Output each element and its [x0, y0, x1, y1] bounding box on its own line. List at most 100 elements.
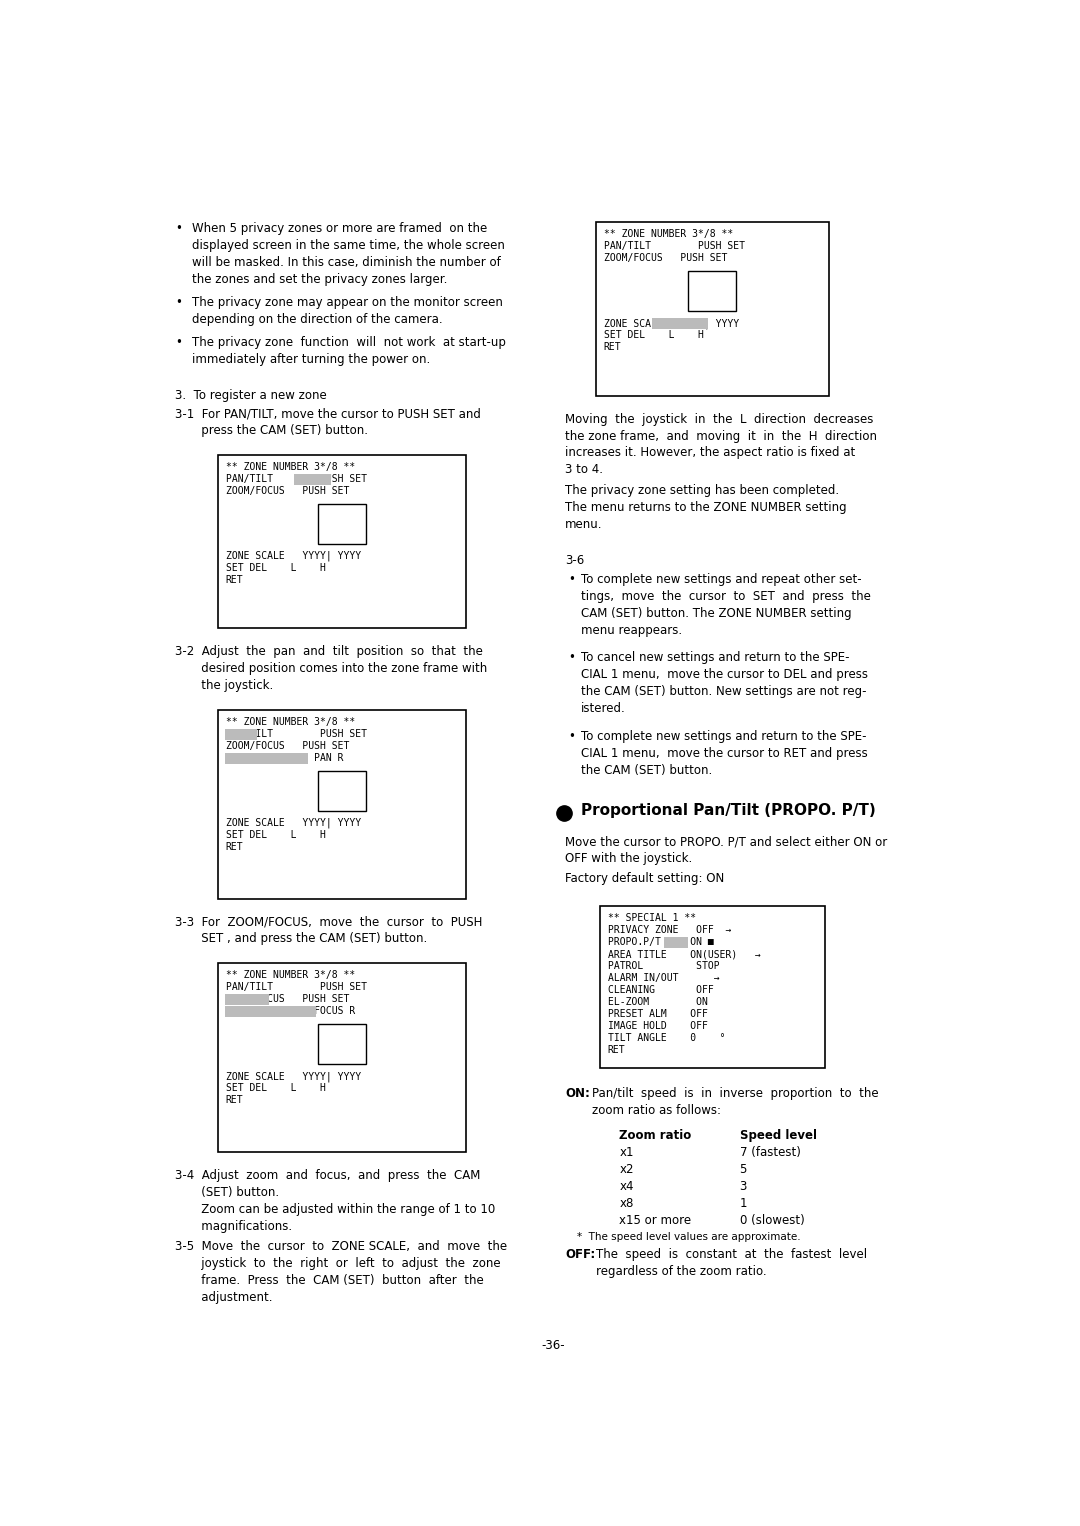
- Text: SET DEL    L    H: SET DEL L H: [226, 563, 325, 572]
- Bar: [218, 963, 465, 1152]
- Text: CAM (SET) button. The ZONE NUMBER setting: CAM (SET) button. The ZONE NUMBER settin…: [581, 607, 851, 620]
- Text: menu.: menu.: [565, 517, 603, 531]
- Text: 3.  To register a new zone: 3. To register a new zone: [175, 389, 327, 403]
- Text: U ZOOM D/L FOCUS R: U ZOOM D/L FOCUS R: [226, 1006, 355, 1016]
- Text: ZONE SCALE   YYYY| YYYY: ZONE SCALE YYYY| YYYY: [604, 319, 739, 328]
- Text: Factory default setting: ON: Factory default setting: ON: [565, 873, 725, 885]
- Text: adjustment.: adjustment.: [175, 1291, 273, 1305]
- Text: Proportional Pan/Tilt (PROPO. P/T): Proportional Pan/Tilt (PROPO. P/T): [581, 803, 876, 818]
- Text: SET DEL    L    H: SET DEL L H: [226, 830, 325, 839]
- Bar: [294, 475, 332, 485]
- Text: ZOOM/FOCUS   PUSH SET: ZOOM/FOCUS PUSH SET: [226, 740, 349, 751]
- Text: the zones and set the privacy zones larger.: the zones and set the privacy zones larg…: [192, 273, 448, 287]
- Text: PRIVACY ZONE   OFF  →: PRIVACY ZONE OFF →: [608, 925, 731, 935]
- Text: desired position comes into the zone frame with: desired position comes into the zone fra…: [175, 662, 487, 674]
- Text: 1: 1: [740, 1196, 747, 1210]
- Text: x15 or more: x15 or more: [619, 1213, 691, 1227]
- Text: ** ZONE NUMBER 3*/8 **: ** ZONE NUMBER 3*/8 **: [226, 462, 355, 472]
- Bar: [225, 1006, 315, 1016]
- Text: ZOOM/FOCUS   PUSH SET: ZOOM/FOCUS PUSH SET: [604, 253, 727, 262]
- Text: PAN/TILT        PUSH SET: PAN/TILT PUSH SET: [226, 729, 367, 739]
- Text: RET: RET: [226, 841, 243, 852]
- Text: joystick  to  the  right  or  left  to  adjust  the  zone: joystick to the right or left to adjust …: [175, 1257, 501, 1270]
- Bar: [652, 319, 707, 330]
- Text: OFF with the joystick.: OFF with the joystick.: [565, 853, 692, 865]
- Text: Move the cursor to PROPO. P/T and select either ON or: Move the cursor to PROPO. P/T and select…: [565, 835, 888, 848]
- Text: menu reappears.: menu reappears.: [581, 624, 681, 636]
- Text: frame.  Press  the  CAM (SET)  button  after  the: frame. Press the CAM (SET) button after …: [175, 1274, 484, 1288]
- Text: The privacy zone may appear on the monitor screen: The privacy zone may appear on the monit…: [192, 296, 503, 310]
- Text: PATROL         STOP: PATROL STOP: [608, 961, 719, 971]
- Text: x8: x8: [619, 1196, 634, 1210]
- Text: RET: RET: [608, 1044, 625, 1054]
- Text: PAN/TILT        PUSH SET: PAN/TILT PUSH SET: [226, 475, 367, 484]
- Text: ZONE SCALE   YYYY| YYYY: ZONE SCALE YYYY| YYYY: [226, 551, 361, 562]
- Text: RET: RET: [226, 1094, 243, 1105]
- Text: *  The speed level values are approximate.: * The speed level values are approximate…: [577, 1231, 800, 1242]
- Text: •: •: [175, 296, 183, 310]
- Text: will be masked. In this case, diminish the number of: will be masked. In this case, diminish t…: [192, 256, 501, 269]
- Text: increases it. However, the aspect ratio is fixed at: increases it. However, the aspect ratio …: [565, 447, 855, 459]
- Bar: [225, 729, 257, 740]
- Text: press the CAM (SET) button.: press the CAM (SET) button.: [175, 424, 368, 438]
- Text: ** ZONE NUMBER 3*/8 **: ** ZONE NUMBER 3*/8 **: [226, 971, 355, 980]
- Text: OFF:: OFF:: [565, 1248, 595, 1260]
- Text: ZONE SCALE   YYYY| YYYY: ZONE SCALE YYYY| YYYY: [226, 818, 361, 829]
- Text: 3-4  Adjust  zoom  and  focus,  and  press  the  CAM: 3-4 Adjust zoom and focus, and press the…: [175, 1169, 481, 1181]
- Bar: [318, 771, 366, 810]
- Text: SET DEL    L    H: SET DEL L H: [226, 1083, 325, 1093]
- Text: 3 to 4.: 3 to 4.: [565, 464, 603, 476]
- Text: PROPO.P/T     ON ■: PROPO.P/T ON ■: [608, 937, 714, 948]
- Text: ALARM IN/OUT      →: ALARM IN/OUT →: [608, 974, 719, 983]
- Text: The privacy zone  function  will  not work  at start-up: The privacy zone function will not work …: [192, 336, 507, 349]
- Text: CIAL 1 menu,  move the cursor to DEL and press: CIAL 1 menu, move the cursor to DEL and …: [581, 668, 867, 682]
- Text: •: •: [568, 572, 575, 586]
- Text: PAN/TILT        PUSH SET: PAN/TILT PUSH SET: [604, 241, 745, 252]
- Text: ZONE SCALE   YYYY| YYYY: ZONE SCALE YYYY| YYYY: [226, 1071, 361, 1082]
- Text: AREA TITLE    ON(USER)   →: AREA TITLE ON(USER) →: [608, 949, 760, 958]
- Text: Speed level: Speed level: [740, 1129, 816, 1141]
- Text: -36-: -36-: [542, 1338, 565, 1352]
- Text: immediately after turning the power on.: immediately after turning the power on.: [192, 354, 431, 366]
- Text: •: •: [568, 729, 575, 743]
- Text: To cancel new settings and return to the SPE-: To cancel new settings and return to the…: [581, 652, 849, 664]
- Text: displayed screen in the same time, the whole screen: displayed screen in the same time, the w…: [192, 240, 505, 252]
- Text: ** SPECIAL 1 **: ** SPECIAL 1 **: [608, 913, 696, 923]
- Text: 5: 5: [740, 1163, 747, 1175]
- Text: x1: x1: [619, 1146, 634, 1158]
- Bar: [663, 937, 688, 948]
- Text: EL-ZOOM        ON: EL-ZOOM ON: [608, 996, 707, 1007]
- Text: PRESET ALM    OFF: PRESET ALM OFF: [608, 1009, 707, 1019]
- Text: The menu returns to the ZONE NUMBER setting: The menu returns to the ZONE NUMBER sett…: [565, 501, 847, 514]
- Text: 7 (fastest): 7 (fastest): [740, 1146, 800, 1158]
- Bar: [218, 455, 465, 629]
- Text: istered.: istered.: [581, 702, 625, 716]
- Text: x4: x4: [619, 1180, 634, 1193]
- Text: 3-3  For  ZOOM/FOCUS,  move  the  cursor  to  PUSH: 3-3 For ZOOM/FOCUS, move the cursor to P…: [175, 916, 483, 928]
- Bar: [600, 906, 825, 1068]
- Bar: [218, 710, 465, 899]
- Text: SET DEL    L    H: SET DEL L H: [604, 330, 704, 340]
- Text: TILT ANGLE    0    °: TILT ANGLE 0 °: [608, 1033, 726, 1042]
- Bar: [596, 223, 828, 395]
- Text: RET: RET: [226, 575, 243, 584]
- Text: CLEANING       OFF: CLEANING OFF: [608, 984, 714, 995]
- Text: ** ZONE NUMBER 3*/8 **: ** ZONE NUMBER 3*/8 **: [604, 229, 733, 240]
- Text: 3-6: 3-6: [565, 554, 584, 568]
- Text: depending on the direction of the camera.: depending on the direction of the camera…: [192, 313, 443, 327]
- Text: •: •: [175, 336, 183, 349]
- Bar: [318, 504, 366, 543]
- Text: x2: x2: [619, 1163, 634, 1175]
- Text: ** ZONE NUMBER 3*/8 **: ** ZONE NUMBER 3*/8 **: [226, 717, 355, 726]
- Text: CIAL 1 menu,  move the cursor to RET and press: CIAL 1 menu, move the cursor to RET and …: [581, 746, 867, 760]
- Bar: [688, 272, 737, 311]
- Text: •: •: [568, 652, 575, 664]
- Text: the zone frame,  and  moving  it  in  the  H  direction: the zone frame, and moving it in the H d…: [565, 429, 877, 443]
- Bar: [318, 1024, 366, 1064]
- Text: PAN/TILT        PUSH SET: PAN/TILT PUSH SET: [226, 983, 367, 992]
- Text: To complete new settings and repeat other set-: To complete new settings and repeat othe…: [581, 572, 861, 586]
- Text: The privacy zone setting has been completed.: The privacy zone setting has been comple…: [565, 484, 839, 497]
- Text: regardless of the zoom ratio.: regardless of the zoom ratio.: [596, 1265, 767, 1279]
- Text: the CAM (SET) button. New settings are not reg-: the CAM (SET) button. New settings are n…: [581, 685, 866, 699]
- Text: U TILT D/L PAN R: U TILT D/L PAN R: [226, 752, 343, 763]
